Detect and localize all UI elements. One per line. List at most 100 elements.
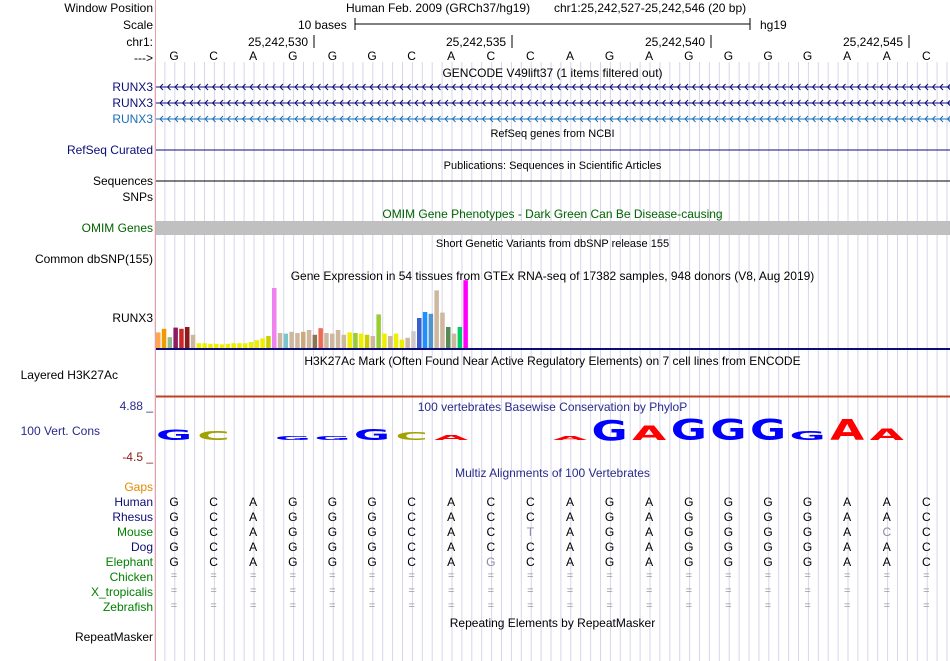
strand-arrow	[796, 83, 801, 91]
conservation-track-label[interactable]: 100 Vert. Cons	[20, 424, 100, 438]
species-label[interactable]: Zebrafish	[102, 600, 153, 614]
strand-arrow	[909, 83, 914, 91]
dbsnp-track-label[interactable]: Common dbSNP(155)	[34, 252, 153, 266]
conservation-logo-letter: A	[870, 425, 905, 444]
strand-arrow	[571, 115, 576, 123]
strand-arrow	[894, 99, 899, 107]
strand-arrow	[204, 83, 209, 91]
strand-arrow	[376, 115, 381, 123]
snps-track-label[interactable]: SNPs	[122, 190, 153, 204]
omim-track-label[interactable]: OMIM Genes	[81, 221, 153, 235]
strand-arrow	[466, 115, 471, 123]
refseq-track-label[interactable]: RefSeq Curated	[66, 143, 153, 157]
alignment-base: C	[209, 525, 218, 539]
h3k27ac-track-title: H3K27Ac Mark (Often Found Near Active Re…	[304, 354, 801, 368]
gencode-item-label[interactable]: RUNX3	[112, 80, 153, 94]
gtex-tissue-bar	[417, 318, 422, 348]
strand-arrow	[601, 83, 606, 91]
conservation-logo-letter: A	[632, 422, 667, 445]
strand-arrow	[774, 115, 779, 123]
strand-arrow	[594, 115, 599, 123]
species-label[interactable]: Human	[114, 495, 153, 509]
strand-arrow	[309, 83, 314, 91]
alignment-base: =	[249, 585, 257, 597]
strand-label: --->	[134, 51, 153, 65]
gtex-track-title: Gene Expression in 54 tissues from GTEx …	[290, 269, 815, 283]
alignment-base: A	[843, 555, 852, 569]
strand-arrow	[376, 83, 381, 91]
strand-arrow	[871, 99, 876, 107]
species-label[interactable]: Mouse	[116, 525, 153, 539]
strand-arrow	[804, 115, 809, 123]
alignment-base: G	[604, 510, 615, 524]
strand-arrow	[519, 115, 524, 123]
strand-arrow	[856, 115, 861, 123]
strand-arrow	[339, 83, 344, 91]
strand-arrow	[586, 99, 591, 107]
alignment-base: =	[527, 570, 534, 582]
strand-arrow	[406, 99, 411, 107]
strand-arrow	[826, 115, 831, 123]
strand-arrow	[879, 83, 884, 91]
strand-arrow	[676, 115, 681, 123]
h3k27ac-track-label[interactable]: Layered H3K27Ac	[20, 368, 118, 382]
species-label[interactable]: Rhesus	[112, 510, 153, 524]
strand-arrow	[189, 99, 194, 107]
conservation-logo-letter: G	[671, 413, 707, 447]
strand-arrow	[384, 83, 389, 91]
strand-arrow	[481, 99, 486, 107]
gencode-item-label[interactable]: RUNX3	[112, 112, 153, 126]
alignment-base: =	[764, 570, 772, 582]
gtex-tissue-bar	[185, 327, 190, 348]
alignment-base: A	[447, 510, 456, 524]
alignment-base: =	[289, 600, 297, 612]
strand-arrow	[196, 115, 201, 123]
publications-track-label[interactable]: Sequences	[92, 174, 153, 188]
alignment-base: =	[289, 585, 297, 597]
gaps-label: Gaps	[124, 480, 153, 494]
conservation-logo-letter: G	[354, 426, 390, 443]
species-label[interactable]: X_tropicalis	[90, 585, 153, 599]
strand-arrow	[744, 115, 749, 123]
strand-arrow	[759, 115, 764, 123]
species-label[interactable]: Dog	[130, 540, 153, 554]
strand-arrow	[939, 83, 944, 91]
gtex-tissue-bar	[214, 343, 219, 348]
strand-arrow	[796, 115, 801, 123]
strand-arrow	[676, 83, 681, 91]
species-label[interactable]: Elephant	[105, 555, 153, 569]
strand-arrow	[654, 99, 659, 107]
gencode-item-label[interactable]: RUNX3	[112, 96, 153, 110]
repeatmasker-track-label[interactable]: RepeatMasker	[74, 630, 153, 644]
gtex-tissue-bar	[347, 332, 352, 348]
strand-arrow	[271, 83, 276, 91]
strand-arrow	[766, 115, 771, 123]
strand-arrow	[511, 115, 516, 123]
strand-arrow	[534, 115, 539, 123]
strand-arrow	[384, 115, 389, 123]
alignment-base: =	[606, 585, 613, 597]
reference-base: A	[645, 49, 654, 63]
strand-arrow	[564, 115, 569, 123]
strand-arrow	[166, 83, 171, 91]
strand-arrow	[294, 83, 299, 91]
gtex-track-label[interactable]: RUNX3	[112, 311, 153, 325]
gtex-tissue-bar	[179, 328, 184, 348]
gtex-tissue-bar	[243, 343, 248, 348]
gtex-tissue-bar	[260, 338, 265, 348]
alignment-base: =	[883, 570, 891, 582]
gtex-tissue-bar	[248, 342, 254, 348]
alignment-base: =	[447, 570, 455, 582]
strand-arrow	[459, 115, 464, 123]
species-label[interactable]: Chicken	[109, 570, 153, 584]
alignment-base: A	[447, 495, 456, 509]
alignment-base: =	[368, 585, 376, 597]
strand-arrow	[316, 115, 321, 123]
strand-arrow	[706, 115, 711, 123]
strand-arrow	[886, 99, 891, 107]
strand-arrow	[249, 115, 254, 123]
strand-arrow	[249, 83, 254, 91]
alignment-base: A	[249, 555, 258, 569]
gtex-tissue-bar	[306, 330, 312, 348]
strand-arrow	[279, 115, 284, 123]
